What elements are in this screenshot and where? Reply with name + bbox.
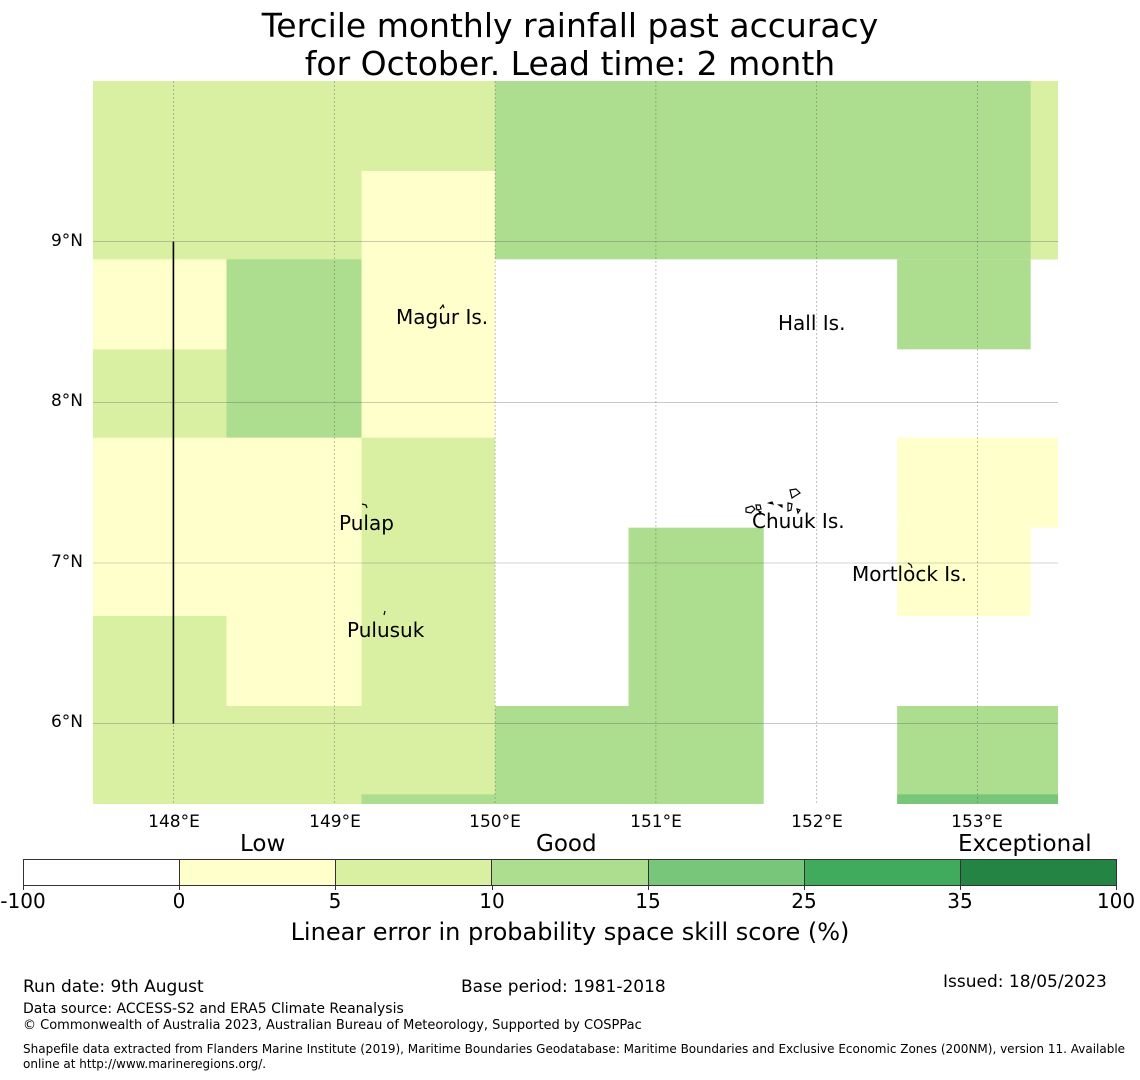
shapefile-credit: Shapefile data extracted from Flanders M…	[23, 1042, 1126, 1071]
data-source: Data source: ACCESS-S2 and ERA5 Climate …	[23, 1001, 404, 1017]
colorbar-tick-label: 0	[172, 889, 186, 913]
colorbar-segment	[960, 860, 1116, 885]
mortlock-island-outline	[907, 562, 913, 569]
skill-map	[93, 81, 1058, 804]
colorbar-tick-label: 15	[635, 889, 661, 913]
pulusuk-island-outline	[383, 610, 386, 616]
place-label-pulap: Pulap	[339, 511, 394, 535]
lon-label-149e: 149°E	[309, 812, 361, 832]
colorbar-tick	[23, 886, 24, 890]
place-label-hall: Hall Is.	[778, 311, 846, 335]
skill-cell	[93, 259, 227, 350]
colorbar-tick	[179, 886, 180, 890]
colorbar-tick	[1116, 886, 1117, 890]
lat-label-7n: 7°N	[50, 552, 83, 572]
place-label-pulusuk: Pulusuk	[347, 618, 425, 642]
skill-cell	[93, 437, 362, 617]
lon-label-150e: 150°E	[469, 812, 521, 832]
colorbar-tick-label: 10	[479, 889, 505, 913]
colorbar-tick	[335, 886, 336, 890]
skill-cell	[1030, 81, 1058, 260]
colorbar-tick-label: 5	[328, 889, 342, 913]
skill-cell	[495, 705, 764, 804]
place-label-chuuk: Chuuk Is.	[752, 509, 845, 533]
skill-cell	[897, 527, 1031, 617]
colorbar-tick	[804, 886, 805, 890]
colorbar-segment	[804, 860, 961, 885]
skill-cell	[897, 794, 1058, 804]
skill-cell	[628, 527, 764, 706]
map-title-line1: Tercile monthly rainfall past accuracy	[261, 6, 879, 45]
lat-label-8n: 8°N	[50, 391, 83, 411]
colorbar-tick	[960, 886, 961, 890]
skill-cell	[361, 170, 496, 438]
skill-cell	[361, 794, 496, 804]
colorbar	[23, 859, 1117, 886]
skill-cell	[226, 259, 362, 438]
chuuk-lagoon-outline	[745, 488, 801, 516]
base-period: Base period: 1981-2018	[461, 977, 666, 997]
lat-label-6n: 6°N	[50, 712, 83, 732]
pulap-island-outline	[361, 503, 368, 509]
colorbar-tick	[492, 886, 493, 890]
place-label-mortlock: Mortlock Is.	[852, 562, 967, 586]
colorbar-tick-label: 25	[791, 889, 817, 913]
run-date: Run date: 9th August	[23, 977, 204, 997]
colorbar-title: Linear error in probability space skill …	[290, 918, 850, 946]
colorbar-tick	[648, 886, 649, 890]
colorbar-tick-label: 35	[947, 889, 973, 913]
colorbar-segment	[648, 860, 805, 885]
colorbar-tick-label: 100	[1096, 889, 1136, 913]
colorbar-segment	[24, 860, 181, 885]
map-title-line2: for October. Lead time: 2 month	[304, 44, 836, 83]
colorbar-category-low: Low	[240, 831, 286, 857]
copyright-notice: © Commonwealth of Australia 2023, Austra…	[23, 1018, 642, 1033]
skill-cell	[495, 81, 1058, 260]
issued-date: Issued: 18/05/2023	[943, 972, 1107, 992]
lon-label-153e: 153°E	[951, 812, 1003, 832]
colorbar-segment	[336, 860, 493, 885]
colorbar-tick-label: -100	[0, 889, 46, 913]
skill-cell	[226, 616, 362, 706]
colorbar-segment	[492, 860, 649, 885]
lon-label-148e: 148°E	[148, 812, 200, 832]
magur-island-outline	[439, 303, 445, 310]
place-label-magur: Magur Is.	[396, 305, 489, 329]
lon-label-152e: 152°E	[791, 812, 843, 832]
lat-label-9n: 9°N	[50, 231, 83, 251]
skill-cell	[897, 259, 1031, 350]
colorbar-category-exceptional: Exceptional	[958, 831, 1092, 857]
colorbar-category-good: Good	[536, 831, 597, 857]
colorbar-segment	[180, 860, 337, 885]
lon-label-151e: 151°E	[630, 812, 682, 832]
